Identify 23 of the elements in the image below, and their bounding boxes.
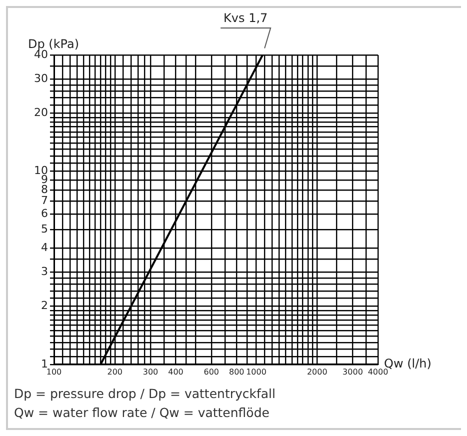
x-tick-label: 200: [107, 367, 123, 376]
x-tick-label: 100: [46, 367, 62, 376]
text: Dp = pressure drop / Dp = vattentryckfall: [14, 385, 276, 403]
x-tick-label: 1000: [246, 367, 266, 376]
x-tick-label: 800: [229, 367, 244, 376]
x-tick-label: 2000: [306, 367, 328, 376]
y-tick-label: 1: [41, 357, 48, 370]
x-tick-label: 400: [168, 367, 184, 376]
annotation: Kvs 1,7: [224, 11, 268, 26]
y-tick-label: 4: [41, 240, 48, 254]
x-tick-label: 600: [204, 367, 220, 376]
x-tick-label: 300: [142, 367, 158, 376]
x-tick-label: 4000: [368, 367, 388, 376]
y-axis-title: Dp (kPa): [28, 37, 80, 52]
y-tick-label: 3: [41, 265, 48, 278]
text: Qw = water flow rate / Qw = vattenflöde: [14, 404, 270, 422]
x-tick-label: 3000: [342, 367, 363, 376]
y-tick-label: 7: [41, 194, 48, 208]
y-tick-label: 2: [41, 299, 48, 312]
y-tick-label: 5: [41, 222, 48, 236]
y-tick-label: 20: [34, 106, 48, 119]
y-tick-label: 6: [41, 206, 48, 220]
y-tick-label: 30: [34, 72, 48, 85]
